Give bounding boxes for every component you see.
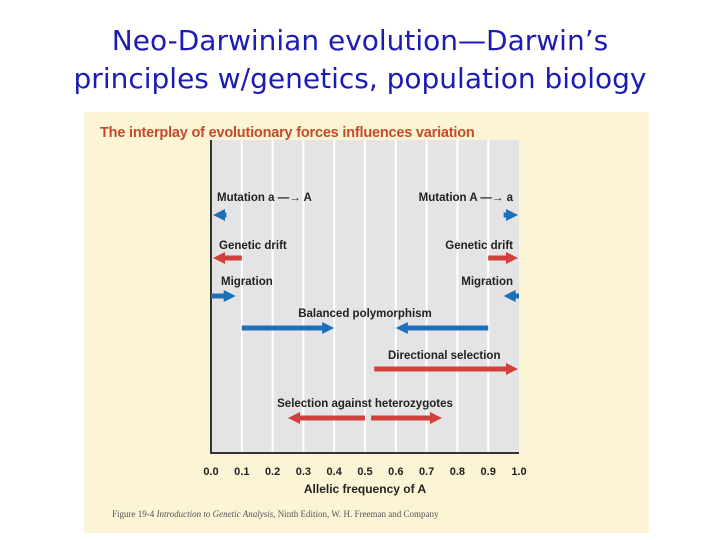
credit-book-title: Introduction to Genetic Analysis, (156, 509, 276, 519)
x-tick-label: 0.4 (327, 466, 343, 478)
force-label: Balanced polymorphism (298, 308, 432, 320)
x-tick-label: 0.9 (481, 466, 496, 478)
x-tick-label: 0.5 (357, 466, 372, 478)
force-label: Genetic drift (219, 240, 287, 252)
figure-header: The interplay of evolutionary forces inf… (100, 125, 475, 141)
x-tick-label: 0.3 (296, 466, 311, 478)
figure-credit: Figure 19-4 Introduction to Genetic Anal… (112, 509, 438, 519)
force-label: Migration (461, 276, 513, 288)
force-arrow (288, 412, 365, 424)
force-label: Migration (221, 276, 273, 288)
force-arrow (503, 209, 518, 221)
credit-prefix: Figure 19-4 (112, 509, 155, 519)
slide-title-line-2: principles w/genetics, population biolog… (73, 62, 647, 95)
x-tick-label: 0.8 (450, 466, 465, 478)
slide-title: Neo-Darwinian evolution—Darwin’s princip… (0, 22, 720, 98)
force-arrow (374, 363, 518, 375)
x-tick-label: 1.0 (511, 466, 526, 478)
force-label: Genetic drift (445, 240, 513, 252)
forces-diagram: 0.0 0.1 0.2 0.3 0.4 0.5 0.6 0.7 0.8 0.9 1.0 Allelic… (203, 140, 527, 496)
force-label: Selection against heterozygotes (277, 398, 453, 410)
force-label: Mutation a —→ A (217, 192, 312, 204)
x-tick-label: 0.0 (203, 466, 218, 478)
force-arrow (503, 290, 519, 302)
x-axis-label: Allelic frequency of A (304, 482, 427, 496)
slide-title-line-1: Neo-Darwinian evolution—Darwin’s (111, 24, 609, 57)
force-arrow (488, 252, 518, 264)
force-arrow (241, 322, 335, 334)
x-tick-label: 0.7 (419, 466, 434, 478)
force-arrow (211, 290, 236, 302)
credit-publisher: Ninth Edition, W. H. Freeman and Company (277, 509, 439, 519)
x-tick-label: 0.6 (388, 466, 403, 478)
force-arrow (371, 412, 442, 424)
force-arrow (213, 252, 242, 264)
evolutionary-forces-figure: The interplay of evolutionary forces inf… (84, 112, 649, 533)
x-tick-label: 0.2 (265, 466, 280, 478)
force-arrow (213, 209, 227, 221)
force-arrow (395, 322, 489, 334)
force-label: Directional selection (388, 350, 500, 362)
force-label: Mutation A —→ a (419, 192, 514, 204)
x-tick-label: 0.1 (234, 466, 249, 478)
